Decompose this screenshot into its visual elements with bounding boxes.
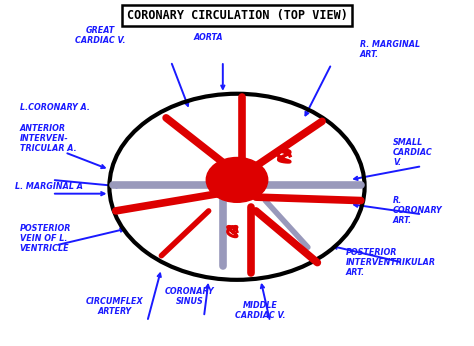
Text: ANTERIOR
INTERVEN-
TRICULAR A.: ANTERIOR INTERVEN- TRICULAR A. [19,124,76,153]
Text: L. MARGINAL A: L. MARGINAL A [15,182,83,191]
Text: CIRCUMFLEX
ARTERY: CIRCUMFLEX ARTERY [85,297,143,316]
Text: L.CORONARY A.: L.CORONARY A. [19,103,90,112]
Circle shape [206,157,268,202]
Text: AORTA: AORTA [194,33,223,42]
Text: MIDDLE
CARDIAC V.: MIDDLE CARDIAC V. [236,301,286,320]
Text: R. MARGINAL
ART.: R. MARGINAL ART. [360,40,420,59]
Text: POSTERIOR
INTERVENTRIKULAR
ART.: POSTERIOR INTERVENTRIKULAR ART. [346,248,436,277]
Text: CORONARY
SINUS: CORONARY SINUS [165,287,215,306]
Text: SMALL
CARDIAC
V.: SMALL CARDIAC V. [393,138,433,167]
Text: GREAT
CARDIAC V.: GREAT CARDIAC V. [75,26,125,45]
Text: POSTERIOR
VEIN OF L.
VENTRICLE: POSTERIOR VEIN OF L. VENTRICLE [19,224,71,253]
Text: CORONARY CIRCULATION (TOP VIEW): CORONARY CIRCULATION (TOP VIEW) [127,9,347,22]
Text: R.
CORONARY
ART.: R. CORONARY ART. [393,197,443,226]
